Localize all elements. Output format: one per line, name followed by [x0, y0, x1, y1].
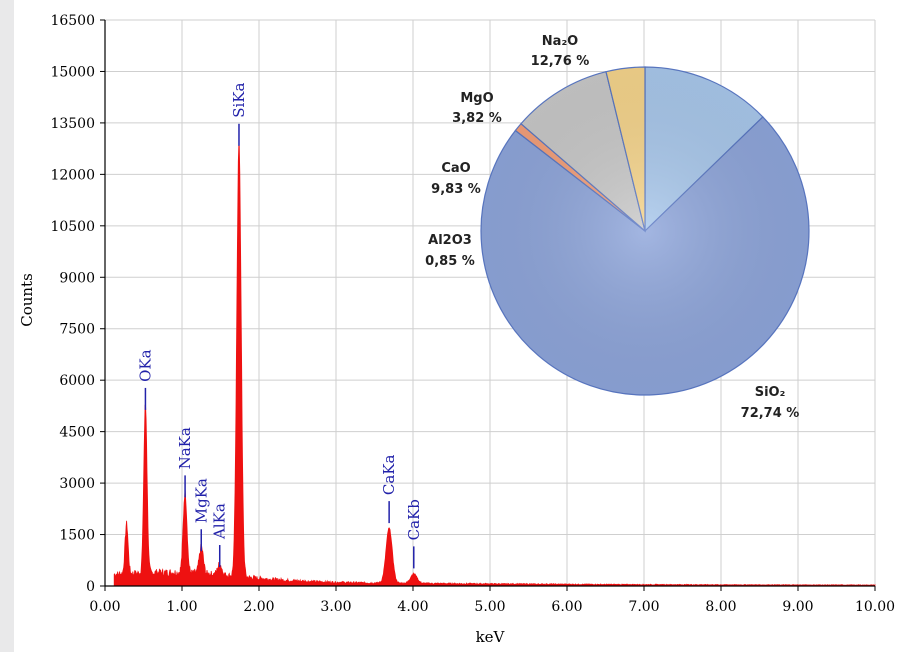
pie-slice-name: CaO	[441, 161, 470, 176]
peak-label: OKa	[136, 349, 154, 382]
pie-label-group: Na₂O 12,76 %	[531, 34, 590, 69]
y-tick-label: 6000	[59, 373, 95, 389]
y-axis-title: Counts	[18, 273, 36, 327]
pie-shading	[481, 67, 809, 395]
x-tick-label: 6.00	[551, 599, 582, 615]
pie-slice-value: 0,85 %	[425, 254, 475, 269]
pie-label-group: MgO 3,82 %	[452, 91, 502, 126]
y-tick-label: 10500	[50, 219, 95, 235]
pie-label-group: CaO 9,83 %	[431, 161, 481, 197]
pie-slice-value: 3,82 %	[452, 111, 502, 126]
pie-slice-value: 72,74 %	[741, 406, 800, 421]
y-tick-label: 9000	[59, 270, 95, 286]
pie-slice-name: Na₂O	[542, 34, 578, 49]
peak-label: CaKb	[405, 499, 423, 540]
x-tick-label: 10.00	[855, 599, 895, 615]
peak-marker-oka: OKa	[136, 349, 154, 410]
peak-marker-caka: CaKa	[380, 454, 398, 524]
x-tick-label: 9.00	[782, 599, 813, 615]
pie-slice-value: 12,76 %	[531, 54, 590, 69]
y-tick-label: 16500	[50, 13, 95, 29]
peak-labels: OKa NaKa MgKa AlKa SiKa CaKa CaKb	[136, 83, 423, 569]
pie-slice-value: 9,83 %	[431, 182, 481, 197]
x-tick-label: 0.00	[89, 599, 120, 615]
peak-marker-sika: SiKa	[230, 83, 248, 146]
peak-marker-naka: NaKa	[176, 427, 194, 498]
peak-label: MgKa	[192, 478, 210, 523]
x-tick-label: 4.00	[397, 599, 428, 615]
pie-label-group: SiO₂ 72,74 %	[741, 385, 800, 421]
axes	[100, 19, 876, 591]
x-tick-label: 8.00	[705, 599, 736, 615]
peak-marker-mgka: MgKa	[192, 478, 210, 552]
pie-slice-name: Al2O3	[428, 233, 472, 248]
peak-marker-cakb: CaKb	[405, 499, 423, 569]
y-tick-label: 4500	[59, 425, 95, 441]
x-tick-label: 3.00	[320, 599, 351, 615]
peak-marker-alka: AlKa	[211, 503, 229, 568]
peak-label: SiKa	[230, 83, 248, 118]
x-axis-title: keV	[476, 628, 506, 646]
y-tick-label: 3000	[59, 476, 95, 492]
pie-slice-name: SiO₂	[755, 385, 786, 400]
x-tick-label: 1.00	[166, 599, 197, 615]
peak-label: AlKa	[211, 503, 229, 540]
x-tick-label: 7.00	[628, 599, 659, 615]
y-tick-label: 1500	[59, 528, 95, 544]
y-tick-labels: 0 1500 3000 4500 6000 7500 9000 10500 12000 13500…	[50, 13, 95, 595]
spectrum-series	[113, 144, 876, 587]
y-tick-label: 12000	[50, 167, 95, 183]
oxide-composition-pie	[480, 66, 810, 396]
x-tick-label: 2.00	[243, 599, 274, 615]
y-tick-label: 7500	[59, 322, 95, 338]
left-border-strip	[0, 0, 14, 652]
pie-label-group: Al2O3 0,85 %	[425, 233, 475, 269]
y-tick-label: 15000	[50, 64, 95, 80]
y-tick-label: 13500	[50, 116, 95, 132]
peak-label: CaKa	[380, 454, 398, 495]
pie-slice-name: MgO	[460, 91, 493, 106]
y-tick-label: 0	[86, 579, 95, 595]
x-tick-labels: 0.00 1.00 2.00 3.00 4.00 5.00 6.00 7.00 8.00 9.00…	[89, 599, 895, 615]
spectrum-area	[113, 144, 876, 587]
peak-label: NaKa	[176, 427, 194, 469]
pie-labels: Na₂O 12,76 % SiO₂ 72,74 % Al2O3 0,85 % CaO 9,83…	[425, 34, 799, 421]
x-tick-label: 5.00	[474, 599, 505, 615]
